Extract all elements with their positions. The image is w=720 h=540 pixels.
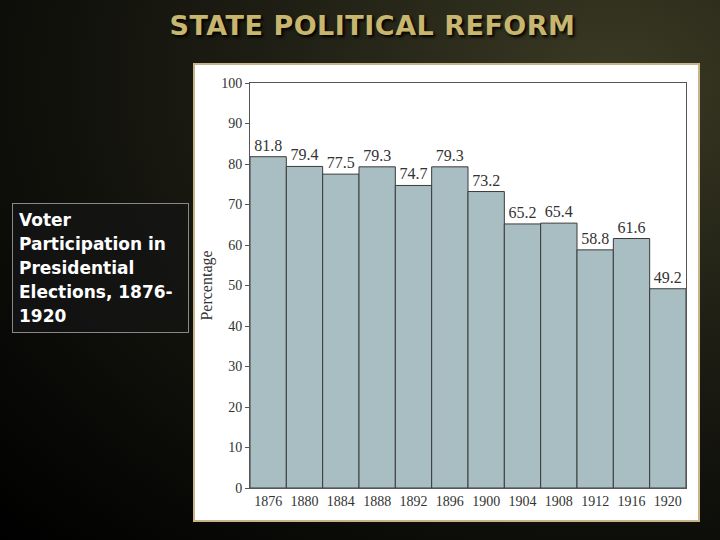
svg-text:79.3: 79.3 [363,147,391,164]
svg-text:1920: 1920 [654,494,682,509]
svg-text:1880: 1880 [291,494,319,509]
svg-text:40: 40 [228,319,242,334]
svg-text:20: 20 [228,400,242,415]
svg-text:30: 30 [228,359,242,374]
svg-text:70: 70 [228,197,242,212]
svg-text:49.2: 49.2 [654,269,682,286]
svg-text:79.3: 79.3 [436,147,464,164]
svg-text:60: 60 [228,238,242,253]
svg-text:90: 90 [228,116,242,131]
svg-text:1896: 1896 [436,494,464,509]
svg-text:1916: 1916 [618,494,646,509]
svg-text:1900: 1900 [472,494,500,509]
svg-text:1876: 1876 [254,494,282,509]
svg-text:1892: 1892 [400,494,428,509]
svg-text:58.8: 58.8 [581,230,609,247]
svg-text:1908: 1908 [545,494,573,509]
svg-text:1888: 1888 [363,494,391,509]
svg-text:50: 50 [228,278,242,293]
svg-text:80: 80 [228,157,242,172]
svg-text:74.7: 74.7 [400,165,428,182]
svg-text:100: 100 [221,76,242,91]
svg-text:77.5: 77.5 [327,154,355,171]
svg-text:79.4: 79.4 [291,146,319,163]
svg-text:0: 0 [235,481,242,496]
html-text:Voter Participation in Preside: Voter Participation in Presidential Elec… [19,210,173,326]
svg-text:10: 10 [228,440,242,455]
html-text:STATE POLITICAL REFORM: STATE POLITICAL REFORM [169,10,576,41]
svg-text:61.6: 61.6 [618,219,646,236]
svg-text:65.4: 65.4 [545,203,573,220]
svg-text:73.2: 73.2 [472,172,500,189]
svg-text:1884: 1884 [327,494,355,509]
svg-text:1912: 1912 [581,494,609,509]
svg-text:65.2: 65.2 [509,204,537,221]
svg-text:Percentage: Percentage [198,250,216,320]
svg-text:81.8: 81.8 [254,137,282,154]
svg-text:1904: 1904 [509,494,537,509]
